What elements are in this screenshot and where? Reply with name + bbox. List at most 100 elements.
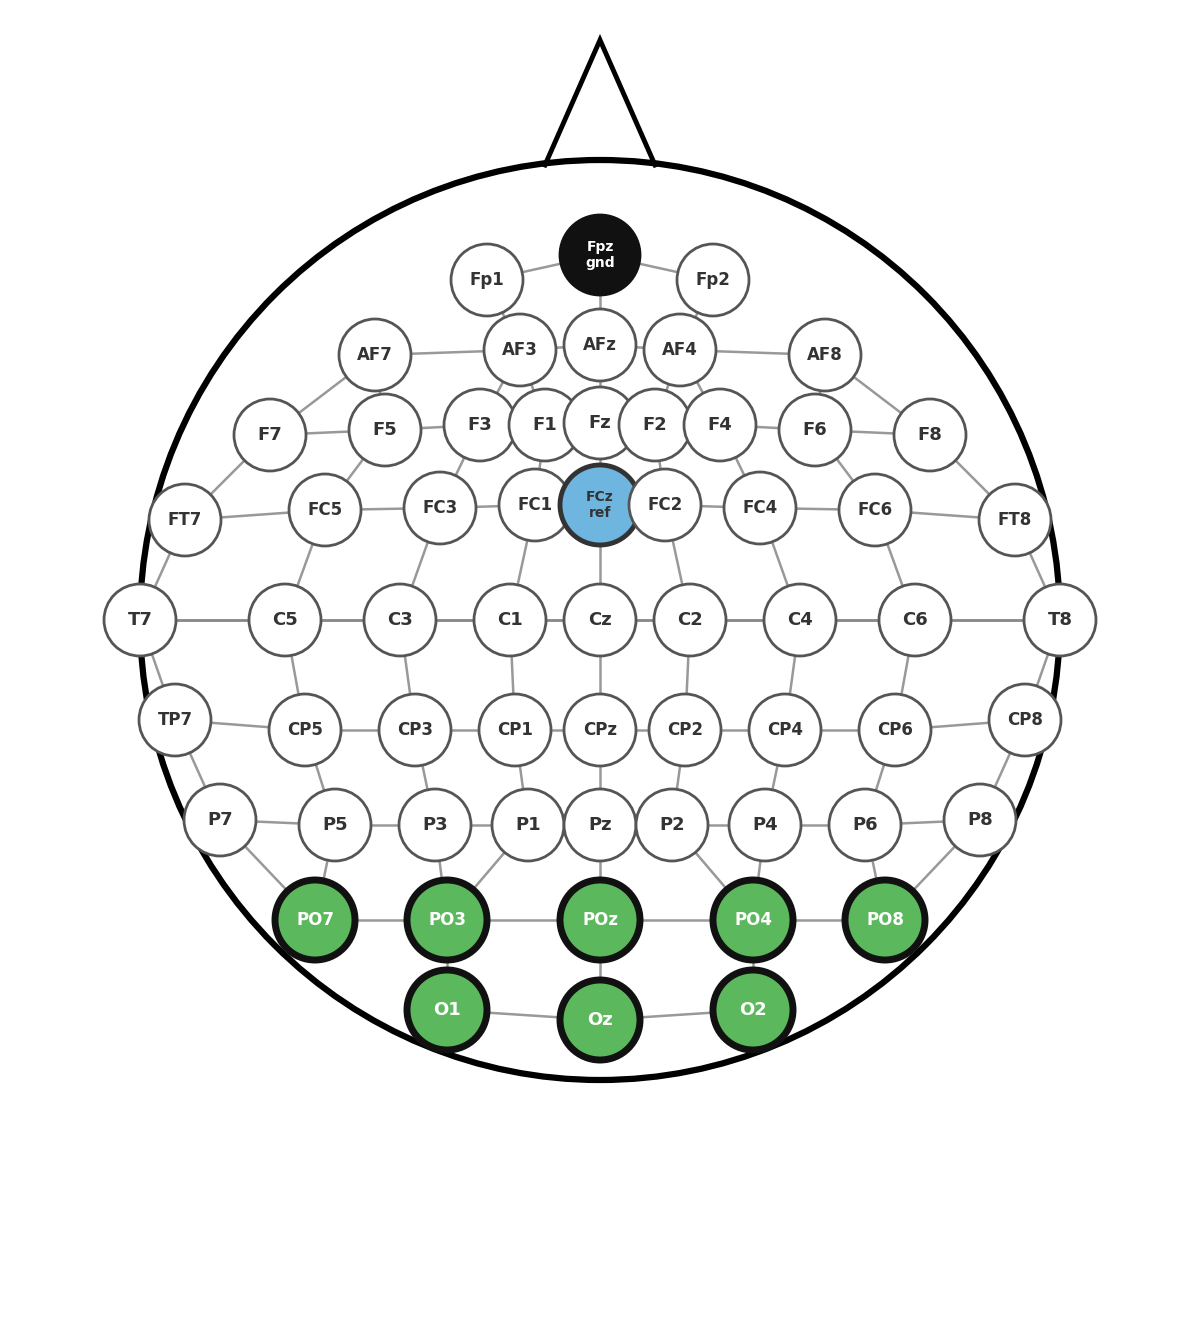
Circle shape <box>878 584 952 656</box>
Text: FC6: FC6 <box>858 501 893 520</box>
Circle shape <box>560 880 640 960</box>
Circle shape <box>979 484 1051 557</box>
Circle shape <box>764 584 836 656</box>
Text: C3: C3 <box>388 611 413 629</box>
Text: P6: P6 <box>852 816 878 834</box>
Text: FC1: FC1 <box>517 496 552 514</box>
Circle shape <box>564 309 636 381</box>
Text: FCz
ref: FCz ref <box>586 490 614 520</box>
Text: Oz: Oz <box>587 1011 613 1029</box>
Text: FT7: FT7 <box>168 512 202 529</box>
Text: CP4: CP4 <box>767 720 803 739</box>
Text: O2: O2 <box>739 1001 767 1019</box>
Text: P8: P8 <box>967 810 992 829</box>
Text: C4: C4 <box>787 611 812 629</box>
Circle shape <box>560 465 640 545</box>
Text: C6: C6 <box>902 611 928 629</box>
Circle shape <box>1024 584 1096 656</box>
Text: CP5: CP5 <box>287 720 323 739</box>
Circle shape <box>713 970 793 1050</box>
Circle shape <box>829 789 901 861</box>
Circle shape <box>404 472 476 543</box>
Circle shape <box>250 584 322 656</box>
Circle shape <box>149 484 221 557</box>
Circle shape <box>779 394 851 465</box>
Text: AF3: AF3 <box>502 341 538 360</box>
Text: F7: F7 <box>258 426 282 444</box>
Circle shape <box>629 469 701 541</box>
Text: F2: F2 <box>643 416 667 434</box>
Text: Cz: Cz <box>588 611 612 629</box>
Text: CPz: CPz <box>583 720 617 739</box>
Text: Fpz
gnd: Fpz gnd <box>586 241 614 270</box>
Circle shape <box>560 980 640 1060</box>
Text: PO8: PO8 <box>866 911 904 929</box>
Circle shape <box>451 245 523 316</box>
Circle shape <box>275 880 355 960</box>
Text: C5: C5 <box>272 611 298 629</box>
Text: F3: F3 <box>468 416 492 434</box>
Circle shape <box>619 389 691 461</box>
Circle shape <box>564 387 636 459</box>
Text: FC3: FC3 <box>422 498 457 517</box>
Circle shape <box>730 789 802 861</box>
Text: F8: F8 <box>918 426 942 444</box>
Text: FC4: FC4 <box>743 498 778 517</box>
Text: FT8: FT8 <box>998 512 1032 529</box>
Text: TP7: TP7 <box>157 711 192 728</box>
Text: C2: C2 <box>677 611 703 629</box>
Text: F4: F4 <box>708 416 732 434</box>
Circle shape <box>654 584 726 656</box>
Circle shape <box>564 584 636 656</box>
Circle shape <box>139 683 211 756</box>
Circle shape <box>839 475 911 546</box>
Text: CP6: CP6 <box>877 720 913 739</box>
Text: Pz: Pz <box>588 816 612 834</box>
Circle shape <box>184 784 256 857</box>
Text: FC5: FC5 <box>307 501 342 520</box>
Circle shape <box>104 584 176 656</box>
Circle shape <box>636 789 708 861</box>
Text: T7: T7 <box>127 611 152 629</box>
Text: CP3: CP3 <box>397 720 433 739</box>
Circle shape <box>560 215 640 295</box>
Text: F1: F1 <box>533 416 557 434</box>
Circle shape <box>407 880 487 960</box>
Text: P7: P7 <box>208 810 233 829</box>
Circle shape <box>379 694 451 765</box>
Text: T8: T8 <box>1048 611 1073 629</box>
Circle shape <box>989 683 1061 756</box>
Text: PO4: PO4 <box>734 911 772 929</box>
Text: P3: P3 <box>422 816 448 834</box>
Text: Fp2: Fp2 <box>696 271 731 290</box>
Circle shape <box>724 472 796 543</box>
Circle shape <box>790 319 862 391</box>
Circle shape <box>684 389 756 461</box>
Circle shape <box>484 315 556 386</box>
Circle shape <box>474 584 546 656</box>
Text: Fz: Fz <box>589 414 611 432</box>
Circle shape <box>407 970 487 1050</box>
Text: F5: F5 <box>373 420 397 439</box>
Circle shape <box>944 784 1016 857</box>
Text: POz: POz <box>582 911 618 929</box>
Text: PO7: PO7 <box>296 911 334 929</box>
Circle shape <box>713 880 793 960</box>
Circle shape <box>492 789 564 861</box>
Text: P5: P5 <box>322 816 348 834</box>
Text: CP8: CP8 <box>1007 711 1043 728</box>
Circle shape <box>349 394 421 465</box>
Circle shape <box>564 694 636 765</box>
Text: AF4: AF4 <box>662 341 698 360</box>
Text: F6: F6 <box>803 420 827 439</box>
Circle shape <box>299 789 371 861</box>
Circle shape <box>749 694 821 765</box>
Text: O1: O1 <box>433 1001 461 1019</box>
Text: Fp1: Fp1 <box>469 271 504 290</box>
Text: P2: P2 <box>659 816 685 834</box>
Circle shape <box>894 399 966 471</box>
Circle shape <box>398 789 470 861</box>
Circle shape <box>234 399 306 471</box>
Circle shape <box>644 315 716 386</box>
Circle shape <box>845 880 925 960</box>
